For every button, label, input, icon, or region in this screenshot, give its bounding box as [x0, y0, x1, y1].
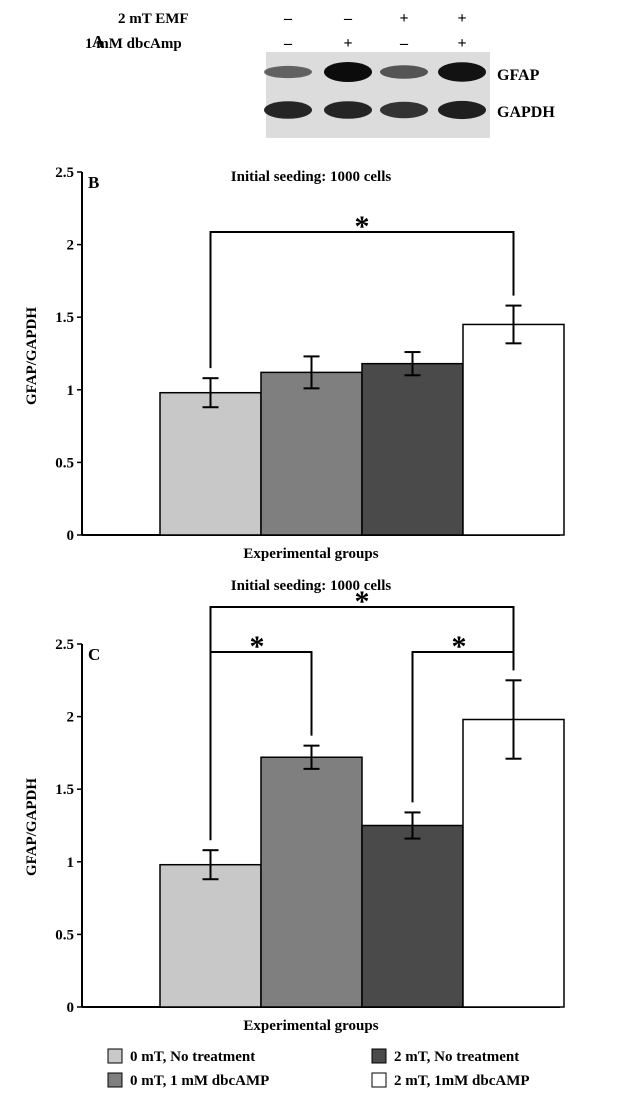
- chart-c: C Initial seeding: 1000 cells Experiment…: [24, 578, 564, 1034]
- y-tick-label: 0.5: [55, 455, 74, 471]
- gapdh-band: [380, 102, 428, 118]
- legend-label: 0 mT, No treatment: [130, 1049, 255, 1065]
- panel-c-label: C: [88, 645, 100, 664]
- legend-label: 2 mT, 1mM dbcAMP: [394, 1073, 530, 1089]
- legend-label: 2 mT, No treatment: [394, 1049, 519, 1065]
- gfap-band: [438, 62, 486, 81]
- bar: [160, 393, 261, 535]
- sign-dbcamp: +: [343, 35, 352, 52]
- row-label-emf: 2 mT EMF: [118, 11, 189, 27]
- sign-dbcamp: –: [283, 35, 293, 52]
- y-tick-label: 2.5: [55, 165, 74, 181]
- significance-star: *: [355, 210, 370, 243]
- legend-swatch: [108, 1049, 122, 1063]
- gapdh-band: [324, 101, 372, 119]
- y-tick-label: 1: [67, 855, 75, 871]
- y-tick-label: 1.5: [55, 782, 74, 798]
- sign-emf: –: [343, 10, 353, 27]
- sign-dbcamp: –: [399, 35, 409, 52]
- sign-emf: –: [283, 10, 293, 27]
- band-label-gapdh: GAPDH: [497, 104, 555, 121]
- chart-b-ylabel: GFAP/GAPDH: [24, 307, 40, 405]
- legend-swatch: [108, 1073, 122, 1087]
- y-tick-label: 0: [67, 1000, 75, 1016]
- y-tick-label: 0.5: [55, 927, 74, 943]
- y-tick-label: 2.5: [55, 637, 74, 653]
- legend-label: 0 mT, 1 mM dbcAMP: [130, 1073, 269, 1089]
- panel-a: A 2 mT EMF 1 mM dbcAmp –––++–++ GFAP GAP…: [85, 10, 555, 138]
- sign-emf: +: [399, 10, 408, 27]
- bar: [463, 324, 564, 535]
- bar: [463, 720, 564, 1007]
- bar: [362, 364, 463, 535]
- bar: [362, 826, 463, 1008]
- significance-star: *: [250, 630, 265, 663]
- significance-star: *: [355, 585, 370, 618]
- y-tick-label: 0: [67, 528, 75, 544]
- chart-b: B Initial seeding: 1000 cells Experiment…: [24, 165, 564, 562]
- gfap-band: [324, 62, 372, 82]
- row-label-dbcamp: 1 mM dbcAmp: [85, 36, 182, 52]
- legend-swatch: [372, 1073, 386, 1087]
- significance-star: *: [452, 630, 467, 663]
- band-label-gfap: GFAP: [497, 67, 540, 84]
- gapdh-band: [264, 101, 312, 119]
- sign-emf: +: [457, 10, 466, 27]
- gfap-band: [380, 65, 428, 78]
- chart-c-xlabel: Experimental groups: [243, 1018, 378, 1034]
- chart-b-title: Initial seeding: 1000 cells: [231, 169, 392, 185]
- panel-b-label: B: [88, 173, 99, 192]
- gapdh-band: [438, 101, 486, 119]
- bar: [261, 757, 362, 1007]
- y-tick-label: 2: [67, 710, 75, 726]
- chart-c-ylabel: GFAP/GAPDH: [24, 778, 40, 876]
- legend-swatch: [372, 1049, 386, 1063]
- y-tick-label: 1: [67, 383, 75, 399]
- y-tick-label: 1.5: [55, 310, 74, 326]
- bar: [160, 865, 261, 1007]
- y-tick-label: 2: [67, 238, 75, 254]
- treatment-signs: – – – + + – + +: [283, 10, 467, 52]
- chart-b-xlabel: Experimental groups: [243, 546, 378, 562]
- sign-dbcamp: +: [457, 35, 466, 52]
- bar: [261, 372, 362, 535]
- legend: 0 mT, No treatment 0 mT, 1 mM dbcAMP 2 m…: [108, 1049, 530, 1089]
- gfap-band: [264, 66, 312, 78]
